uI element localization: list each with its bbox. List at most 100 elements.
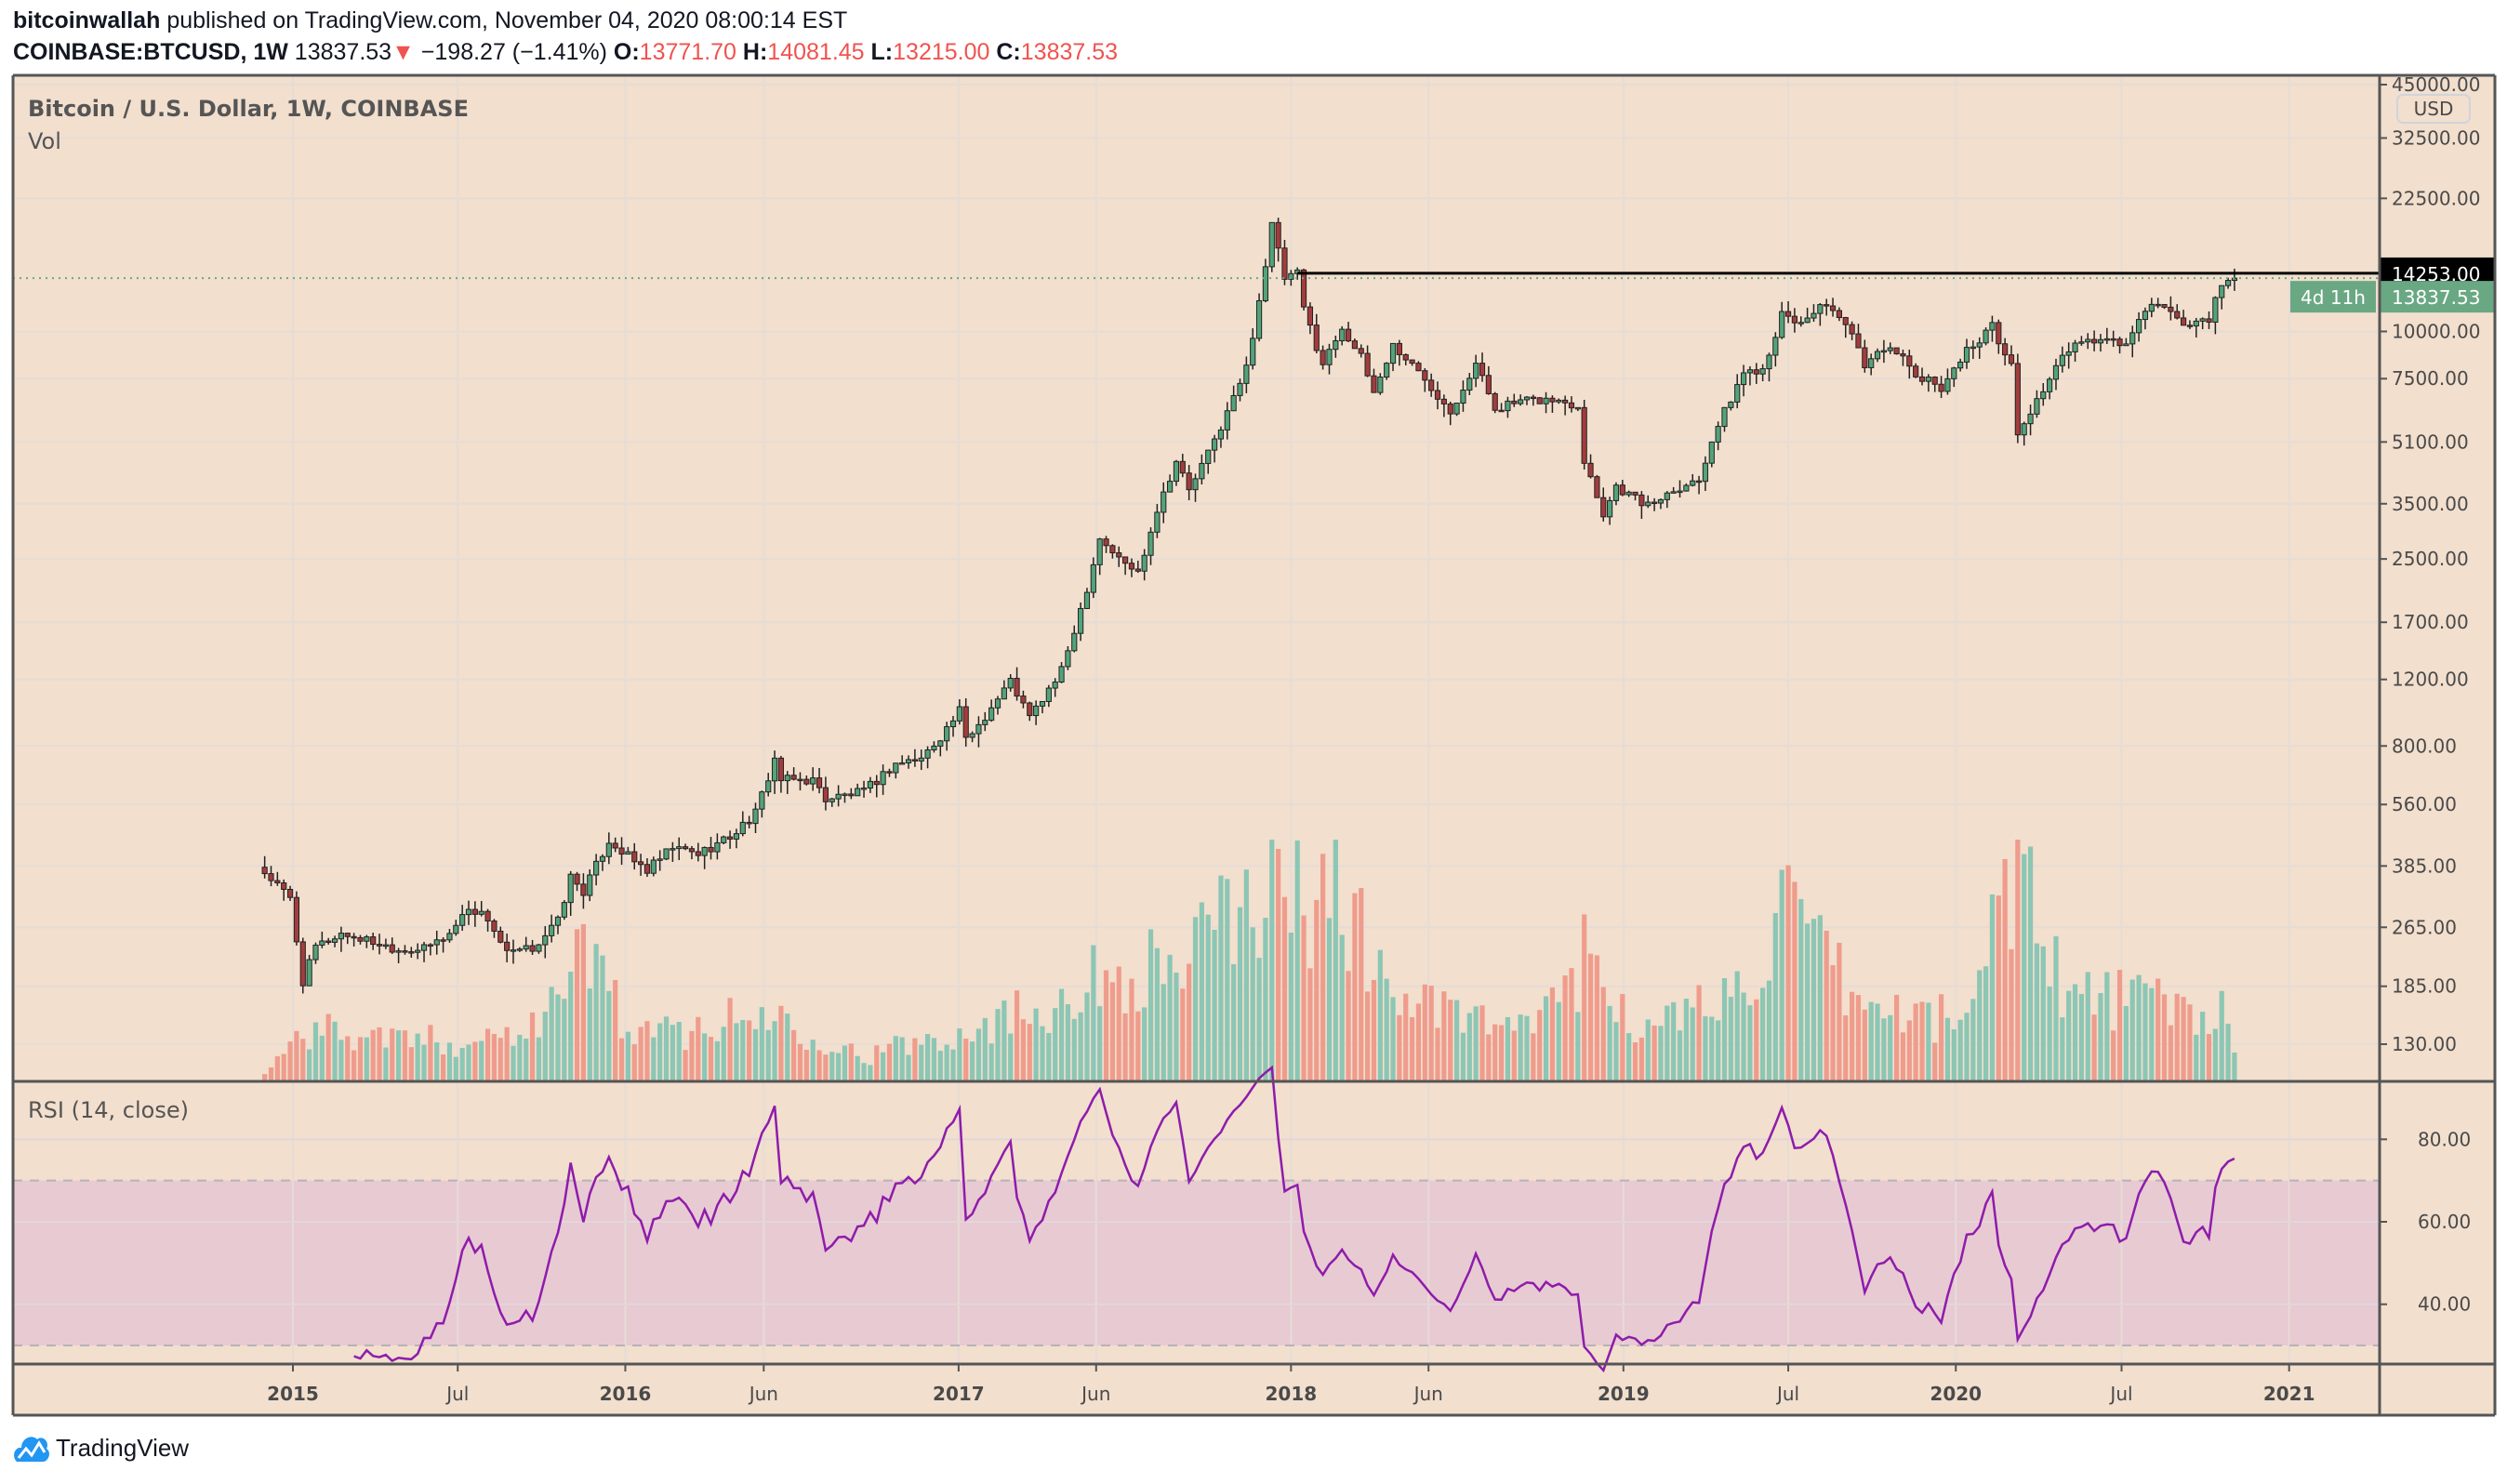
volume-bar xyxy=(364,1037,369,1081)
volume-bar xyxy=(1613,1022,1619,1081)
candle-body xyxy=(331,938,338,943)
candle-body xyxy=(427,944,433,947)
volume-bar xyxy=(1288,932,1293,1081)
volume-bar xyxy=(1607,1005,1612,1081)
volume-bar xyxy=(390,1028,395,1081)
volume-bar xyxy=(529,1012,536,1081)
candle-body xyxy=(1811,312,1817,319)
volume-bar xyxy=(2123,1005,2129,1081)
candle-body xyxy=(561,902,567,918)
volume-bar xyxy=(2085,972,2090,1081)
tradingview-logo[interactable]: TradingView xyxy=(13,1432,189,1464)
candle-body xyxy=(714,841,721,853)
candle-body xyxy=(1511,400,1518,404)
candle-body xyxy=(1996,322,2002,345)
volume-bar xyxy=(842,1045,848,1081)
volume-bar xyxy=(797,1043,803,1081)
candle-body xyxy=(1836,310,1843,319)
volume-bar xyxy=(1850,991,1855,1081)
candle-body xyxy=(937,740,944,747)
candle-body xyxy=(1690,480,1696,486)
candle-body xyxy=(1677,490,1683,494)
candle-body xyxy=(1574,406,1581,410)
price-change: −198.27 (−1.41%) xyxy=(420,39,607,65)
x-tick-label: 2021 xyxy=(2263,1383,2315,1405)
last-price-text: 13837.53 xyxy=(2392,286,2480,309)
volume-bar xyxy=(1531,1033,1536,1081)
candle-body xyxy=(1607,499,1613,518)
close-value: 13837.53 xyxy=(1020,39,1119,65)
candle-body xyxy=(1900,353,1906,357)
volume-bar xyxy=(421,1044,427,1081)
close-label: C: xyxy=(996,39,1021,65)
volume-bar xyxy=(1058,988,1065,1081)
candle-body xyxy=(325,940,332,944)
volume-bar xyxy=(1486,1034,1492,1081)
candle-body xyxy=(1957,361,1964,369)
volume-bar xyxy=(721,1027,726,1081)
volume-bar xyxy=(1167,954,1173,1081)
candle-body xyxy=(663,848,670,860)
candle-body xyxy=(1683,484,1690,492)
candle-body xyxy=(893,762,899,774)
volume-bar xyxy=(670,1025,675,1081)
volume-bar xyxy=(1314,899,1320,1081)
volume-bar xyxy=(300,1039,306,1081)
candle-body xyxy=(567,873,574,904)
volume-bar xyxy=(2040,946,2046,1081)
candle-body xyxy=(618,847,625,855)
candle-body xyxy=(638,861,644,866)
candle-body xyxy=(631,851,638,863)
candle-body xyxy=(1849,324,1855,335)
candle-body xyxy=(1479,363,1486,377)
volume-bar xyxy=(1352,893,1358,1081)
candle-body xyxy=(453,924,459,934)
candle-body xyxy=(389,944,395,953)
candle-body xyxy=(484,910,491,921)
candle-body xyxy=(2212,297,2219,323)
candle-body xyxy=(1020,696,1027,704)
volume-bar xyxy=(1187,963,1192,1081)
candle-body xyxy=(1817,304,1824,314)
y-tick-label: 22500.00 xyxy=(2392,187,2480,209)
candle-body xyxy=(529,945,536,952)
volume-bar xyxy=(2009,948,2014,1081)
candle-body xyxy=(2059,354,2065,366)
candle-body xyxy=(842,793,848,796)
candle-body xyxy=(2168,306,2174,312)
volume-bar xyxy=(861,1063,867,1081)
candle-body xyxy=(1211,438,1218,451)
candle-body xyxy=(1518,399,1524,404)
candle-body xyxy=(286,888,294,898)
volume-bar xyxy=(1996,895,2001,1081)
volume-bar xyxy=(1888,1014,1893,1081)
volume-bar xyxy=(1747,1005,1753,1081)
volume-bar xyxy=(1957,1019,1963,1081)
open-value: 13771.70 xyxy=(639,39,736,65)
candle-body xyxy=(1078,607,1084,634)
candle-body xyxy=(1052,681,1058,689)
volume-bar xyxy=(1326,918,1333,1081)
candle-body xyxy=(433,939,440,946)
candle-body xyxy=(1862,347,1868,368)
candle-body xyxy=(657,858,663,861)
candle-body xyxy=(860,788,868,790)
candle-body xyxy=(1103,538,1109,547)
candle-body xyxy=(599,855,606,862)
author-name[interactable]: bitcoinwallah xyxy=(13,7,161,33)
candle-body xyxy=(1944,378,1951,392)
volume-bar xyxy=(268,1067,274,1081)
candle-body xyxy=(1027,702,1033,717)
candle-body xyxy=(402,950,408,953)
volume-bar xyxy=(1097,1006,1103,1081)
candle-body xyxy=(944,726,950,742)
y-tick-label: 560.00 xyxy=(2392,793,2457,815)
candle-body xyxy=(1116,552,1122,558)
candle-body xyxy=(1453,403,1460,415)
candle-body xyxy=(357,936,364,942)
volume-bar xyxy=(408,1047,414,1081)
volume-bar xyxy=(1798,898,1804,1081)
volume-bar xyxy=(1435,1027,1440,1081)
volume-bar xyxy=(446,1042,453,1081)
